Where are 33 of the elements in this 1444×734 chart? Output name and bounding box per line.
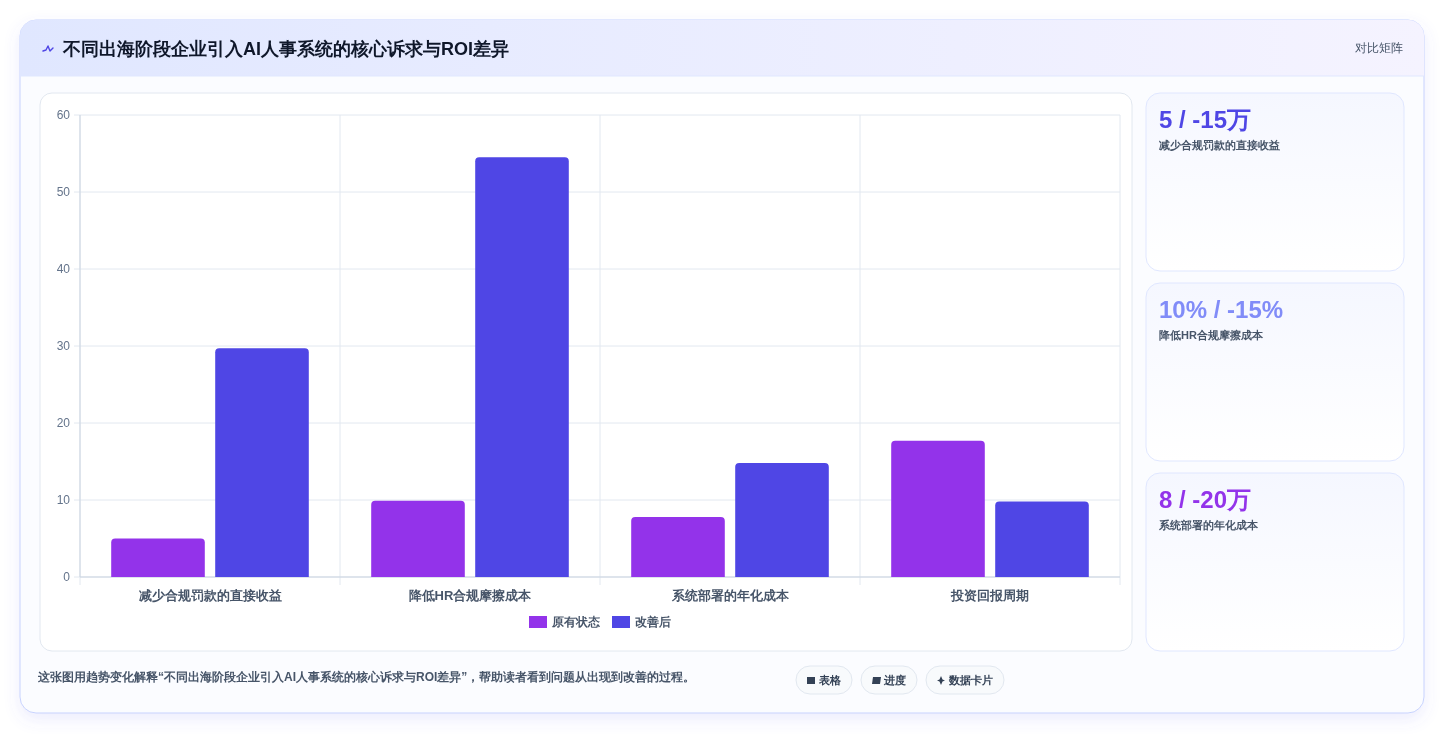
text: 数据卡片 <box>948 674 993 686</box>
text: 减少合规罚款的直接收益 <box>1159 139 1280 151</box>
legend-label: 改善后 <box>635 615 671 629</box>
bar <box>891 440 985 577</box>
text: 降低HR合规摩擦成本 <box>1159 329 1264 341</box>
y-tick-label: 50 <box>56 185 71 199</box>
bar <box>475 157 569 577</box>
bar <box>995 501 1089 577</box>
legend-label: 原有状态 <box>551 615 601 629</box>
x-tick-label: 投资回报周期 <box>950 588 1029 603</box>
x-tick-label: 降低HR合规摩擦成本 <box>408 588 533 603</box>
chart-title: 不同出海阶段企业引入AI人事系统的核心诉求与ROI差异 <box>62 39 510 59</box>
y-tick-label: 20 <box>56 416 71 430</box>
y-tick-label: 40 <box>56 262 71 276</box>
bar <box>371 500 465 577</box>
y-tick-label: 0 <box>63 570 71 584</box>
bar <box>735 463 829 577</box>
text: 5 / -15万 <box>1159 106 1252 133</box>
x-tick-label: 系统部署的年化成本 <box>670 588 790 603</box>
text: 进度 <box>883 674 906 686</box>
bar <box>111 538 205 577</box>
text: 系统部署的年化成本 <box>1158 519 1259 531</box>
bar <box>215 348 309 577</box>
text: 8 / -20万 <box>1159 486 1252 513</box>
text: 对比矩阵 <box>1355 41 1403 55</box>
text: 10% / -15% <box>1159 296 1284 323</box>
y-tick-label: 10 <box>56 493 71 507</box>
x-tick-label: 减少合规罚款的直接收益 <box>138 588 282 603</box>
y-tick-label: 60 <box>56 108 71 122</box>
text: 这张图用趋势变化解释“不同出海阶段企业引入AI人事系统的核心诉求与ROI差异”，帮助读者看到问题从出现到改善的过程。 <box>37 670 696 684</box>
bar <box>631 516 725 577</box>
text: 表格 <box>818 674 842 686</box>
y-tick-label: 30 <box>56 339 71 353</box>
